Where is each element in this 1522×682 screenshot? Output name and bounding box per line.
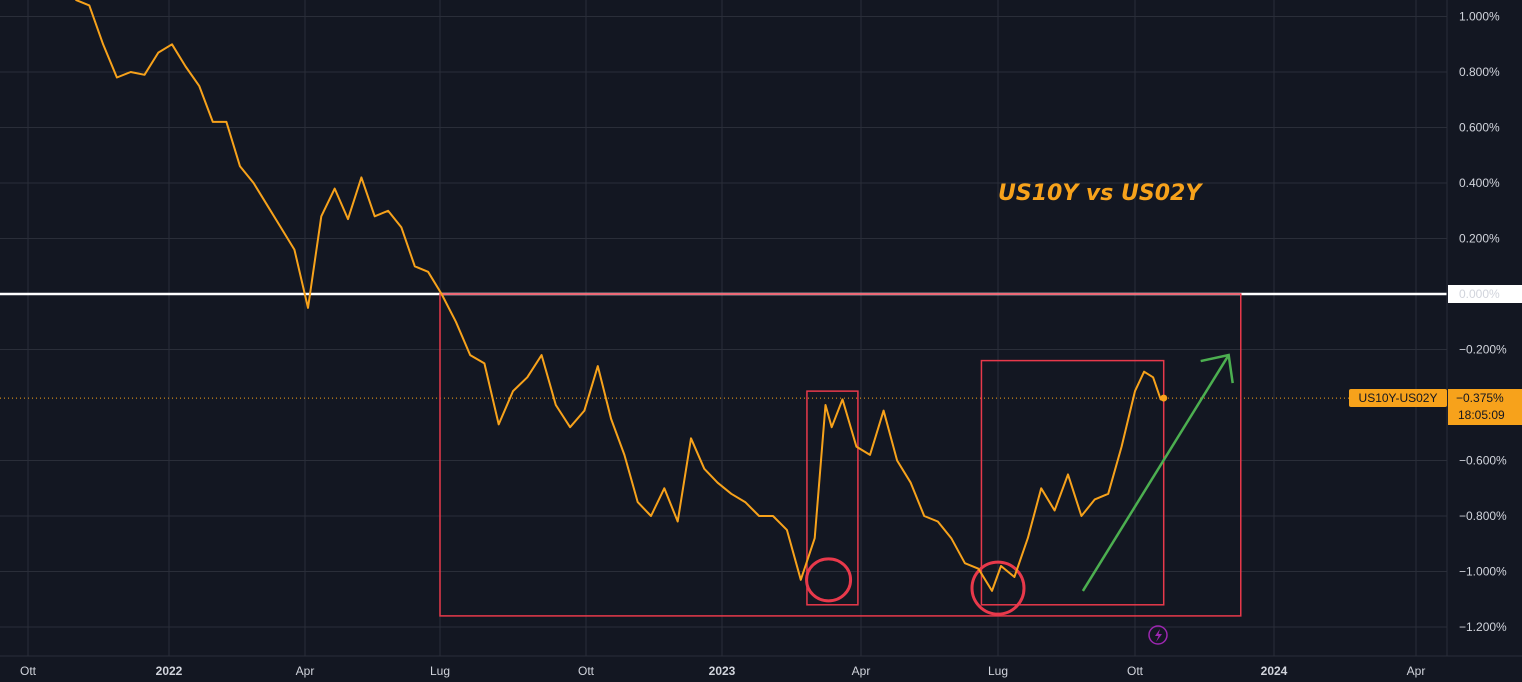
series-layer — [75, 0, 1168, 592]
annotation-box-march — [806, 390, 859, 606]
last-value-label: −0.375% — [1456, 391, 1504, 405]
y-tick-label: 0.200% — [1459, 232, 1500, 246]
annotation-box-recent — [980, 359, 1165, 606]
y-tick-label: −0.200% — [1459, 343, 1507, 357]
annotation-circle-march-low — [805, 557, 853, 603]
y-tick-label: −0.800% — [1459, 509, 1507, 523]
y-tick-label: 0.800% — [1459, 65, 1500, 79]
grid — [0, 0, 1447, 656]
y-tick-label: 0.600% — [1459, 121, 1500, 135]
x-tick-label: 2023 — [709, 664, 736, 678]
series-name-badge — [1349, 389, 1447, 407]
annotation-arrow-head — [1200, 353, 1234, 384]
x-tick-label: Lug — [430, 664, 450, 678]
annotation-box-outer — [439, 293, 1242, 617]
y-tick-label: 0.000% — [1459, 287, 1500, 301]
y-tick-label: −1.200% — [1459, 620, 1507, 634]
last-value-box — [1448, 389, 1522, 425]
x-tick-label: 2022 — [156, 664, 183, 678]
x-tick-label: Ott — [1127, 664, 1144, 678]
annotation-arrow-shaft — [1081, 354, 1230, 592]
lightning-bolt-icon[interactable] — [1148, 625, 1168, 645]
x-tick-label: Ott — [578, 664, 595, 678]
last-value-badge: US10Y-US02Y −0.375% 18:05:09 — [1349, 389, 1522, 425]
y-tick-label: −1.000% — [1459, 565, 1507, 579]
countdown-label: 18:05:09 — [1458, 408, 1505, 422]
series-name-label: US10Y-US02Y — [1359, 391, 1438, 405]
x-tick-label: Lug — [988, 664, 1008, 678]
y-tick-label: 1.000% — [1459, 10, 1500, 24]
x-tick-label: Apr — [1407, 664, 1426, 678]
x-tick-label: 2024 — [1261, 664, 1288, 678]
annotation-circle-july-low — [970, 560, 1026, 616]
series-line-us10y-us02y[interactable] — [75, 0, 1165, 592]
series-last-point — [1160, 394, 1168, 402]
x-tick-label: Ott — [20, 664, 37, 678]
chart-title: US10Y vs US02Y — [998, 181, 1203, 206]
x-tick-label: Apr — [296, 664, 315, 678]
annotations — [439, 293, 1242, 617]
y-tick-label: −0.600% — [1459, 454, 1507, 468]
x-tick-label: Apr — [852, 664, 871, 678]
zero-value-box — [1448, 285, 1522, 303]
y-tick-label: 0.400% — [1459, 176, 1500, 190]
